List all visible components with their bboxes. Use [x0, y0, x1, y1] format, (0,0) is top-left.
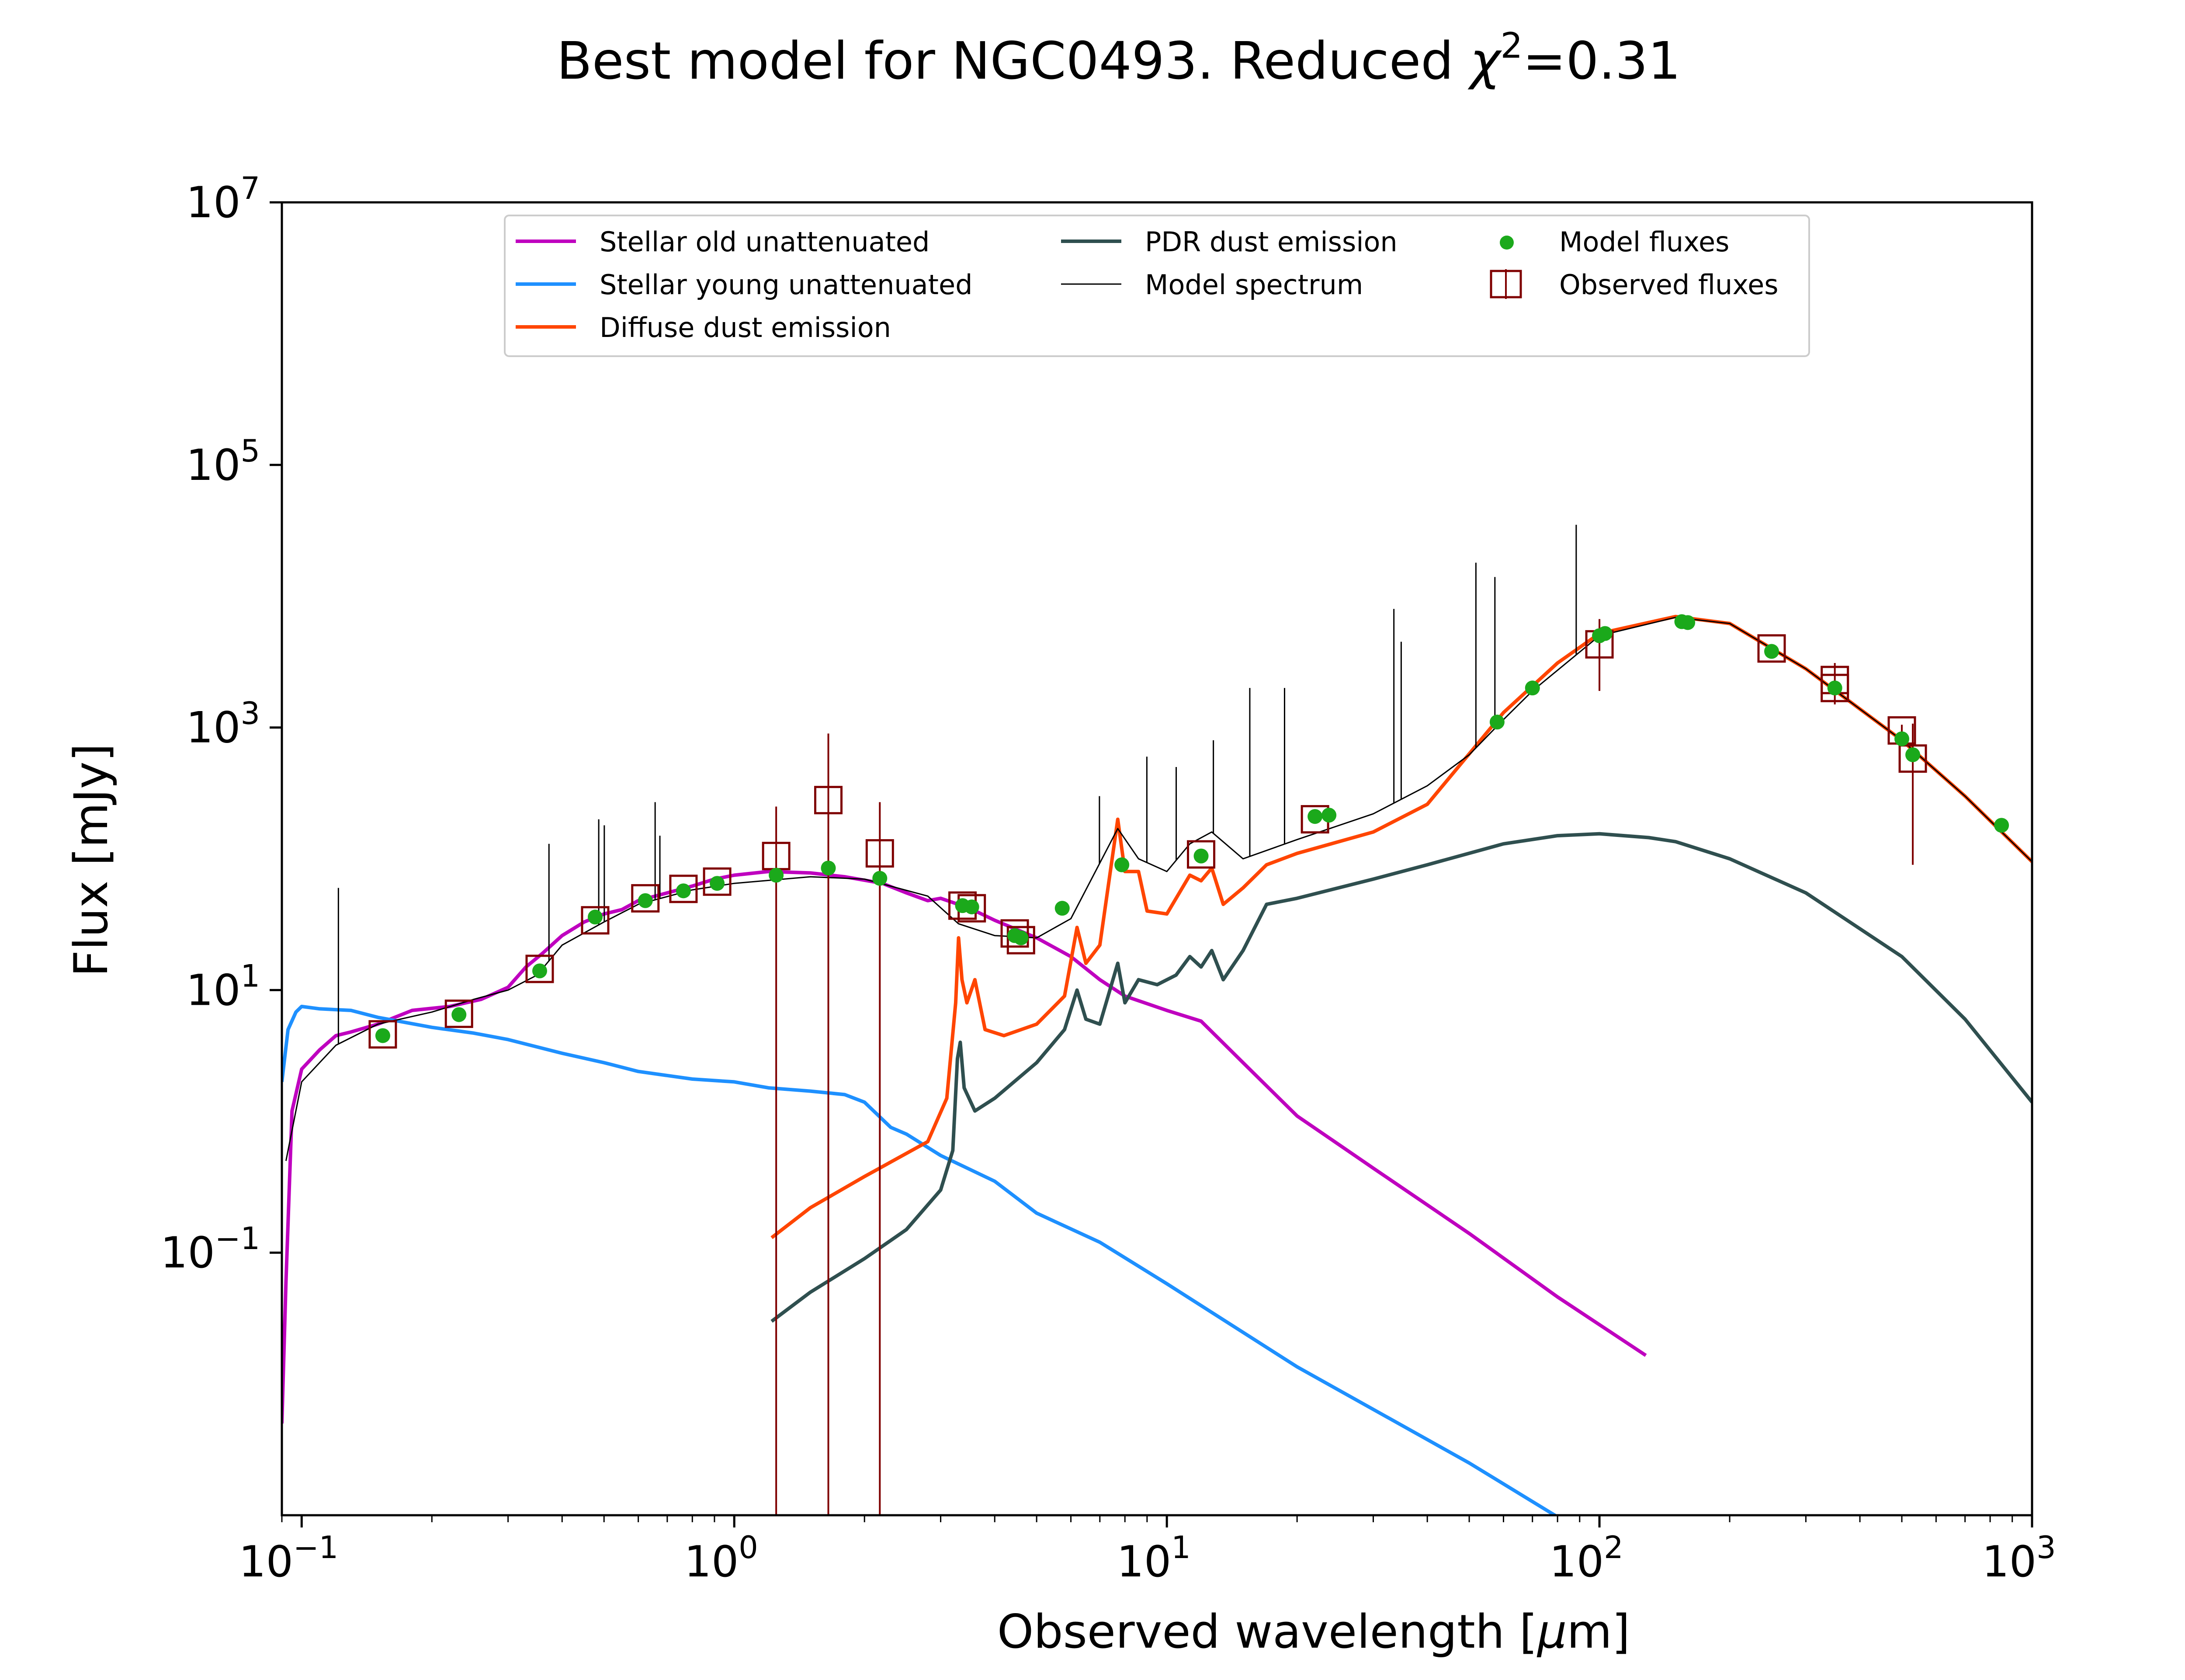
- model-flux-point: [1680, 615, 1696, 630]
- legend-label-stellar-young: Stellar young unattenuated: [600, 269, 972, 301]
- legend-frame: [504, 215, 1810, 357]
- y-tick-label: 107: [186, 170, 260, 228]
- model-flux-point: [1994, 818, 2009, 833]
- chart-title-chi: χ: [1467, 31, 1502, 91]
- y-tick-label: 10−1: [160, 1221, 260, 1278]
- legend-label-diffuse-dust: Diffuse dust emission: [600, 312, 891, 344]
- observed-flux-marker: [669, 875, 698, 903]
- y-tick-label: 103: [186, 696, 260, 753]
- model-flux-point: [769, 868, 784, 883]
- model-flux-point: [1013, 930, 1029, 945]
- observed-flux-marker: [368, 1020, 397, 1049]
- x-tick-label: 101: [1117, 1530, 1191, 1587]
- observed-flux-marker: [581, 906, 610, 935]
- legend-label-model-spectrum: Model spectrum: [1145, 269, 1363, 301]
- observed-flux-marker: [525, 955, 554, 983]
- x-tick-label: 103: [1982, 1530, 2056, 1587]
- x-axis-ticks: 10−1 100 101 102 103: [239, 1515, 2056, 1587]
- observed-flux-marker: [444, 1000, 473, 1028]
- observed-flux-marker: [1187, 840, 1216, 869]
- model-flux-point: [451, 1007, 467, 1022]
- y-tick-label: 105: [186, 433, 260, 490]
- model-flux-point: [710, 876, 725, 891]
- model-flux-point: [1894, 731, 1910, 746]
- model-flux-point: [1321, 808, 1337, 823]
- observed-flux-marker: [865, 839, 894, 868]
- model-flux-point: [1597, 626, 1613, 641]
- series-line-diffuse-dust-emission: [770, 614, 2032, 1239]
- x-axis-label-suffix: m]: [1567, 1605, 1630, 1659]
- series-line-pdr-dust-emission: [770, 832, 2032, 1323]
- series-line-model-spectrum: [285, 617, 2032, 1161]
- legend-marker-model-fluxes: [1500, 236, 1514, 250]
- observed-flux-marker: [1821, 673, 1849, 702]
- chart-title-prefix: Best model for NGC0493. Reduced: [557, 31, 1470, 91]
- model-flux-point: [1764, 644, 1779, 659]
- y-tick-label: 101: [186, 958, 260, 1015]
- model-flux-point: [1827, 680, 1842, 696]
- chart-title: Best model for NGC0493. Reduced χ2=0.31: [557, 25, 1681, 91]
- observed-flux-marker: [1006, 926, 1035, 955]
- model-flux-point: [821, 861, 836, 876]
- observed-flux-marker: [703, 867, 732, 896]
- x-axis-label-prefix: Observed wavelength [: [997, 1605, 1537, 1659]
- observed-flux-marker: [1000, 919, 1029, 948]
- observed-flux-marker: [1898, 744, 1927, 773]
- model-flux-point: [1114, 857, 1130, 872]
- y-axis-ticks: 10−1 101 103 105 107: [160, 170, 282, 1278]
- model-flux-point: [1525, 680, 1540, 696]
- model-flux-point: [1193, 848, 1209, 864]
- model-flux-point: [1308, 809, 1323, 824]
- observed-flux-marker: [631, 884, 660, 913]
- x-axis-label-mu: μ: [1536, 1605, 1567, 1659]
- observed-flux-marker: [1757, 634, 1786, 663]
- x-tick-label: 102: [1549, 1530, 1623, 1587]
- model-flux-point: [587, 909, 603, 925]
- series-line-stellar-old-unattenuated: [282, 870, 1647, 1424]
- legend-label-model-fluxes: Model fluxes: [1559, 226, 1729, 258]
- observed-flux-marker: [814, 786, 843, 815]
- legend-label-stellar-old: Stellar old unattenuated: [600, 226, 929, 258]
- x-tick-label: 100: [684, 1530, 758, 1587]
- model-flux-point: [532, 963, 547, 979]
- legend-label-observed-fluxes: Observed fluxes: [1559, 269, 1779, 301]
- chart-title-suffix: =0.31: [1523, 31, 1681, 91]
- legend-label-pdr-dust: PDR dust emission: [1145, 226, 1398, 258]
- model-flux-point: [375, 1028, 390, 1043]
- model-flux-point: [1905, 747, 1921, 762]
- model-flux-point: [872, 871, 888, 886]
- model-flux-point: [1489, 715, 1505, 730]
- series-line-stellar-young-unattenuated: [282, 1004, 1558, 1515]
- x-tick-label: 10−1: [239, 1530, 338, 1587]
- y-axis-label: Flux [mJy]: [64, 743, 118, 977]
- model-flux-point: [964, 899, 979, 915]
- model-flux-point: [1054, 901, 1070, 916]
- plot-area: [282, 524, 2032, 1515]
- x-axis-label: Observed wavelength [μm]: [997, 1605, 1630, 1659]
- chart-title-chi-exponent: 2: [1501, 25, 1523, 66]
- plot-frame: [281, 201, 2033, 1517]
- model-flux-point: [638, 893, 653, 908]
- model-flux-point: [676, 883, 691, 899]
- legend: Stellar old unattenuated Stellar young u…: [504, 215, 1810, 357]
